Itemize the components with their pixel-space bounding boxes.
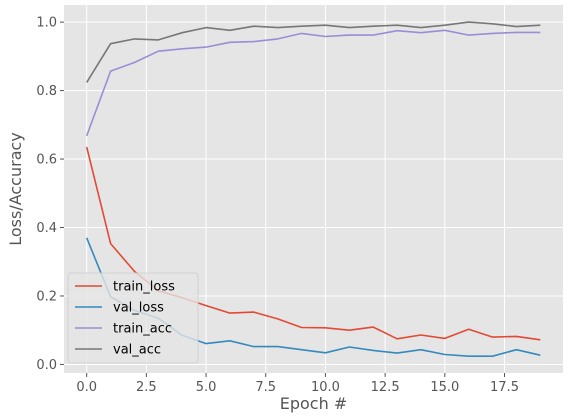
y-tick-label: 0.8 — [36, 84, 57, 99]
y-tick-label: 0.4 — [36, 221, 57, 236]
x-axis-label: Epoch # — [280, 394, 347, 413]
y-tick-label: 0.2 — [36, 289, 57, 304]
x-tick-label: 2.5 — [136, 380, 157, 395]
x-tick-label: 17.5 — [490, 380, 519, 395]
y-tick-label: 1.0 — [36, 16, 57, 31]
series-line-val-acc — [86, 21, 541, 83]
x-tick-label: 15.0 — [430, 380, 459, 395]
legend: train_loss val_loss train_acc val_acc — [67, 272, 199, 364]
legend-entry: val_loss — [113, 301, 164, 316]
legend-box — [67, 272, 199, 364]
y-tick-label: 0.0 — [36, 358, 57, 373]
x-axis-ticks: 0.0 2.5 5.0 7.5 10.0 12.5 15.0 17.5 — [76, 373, 519, 395]
legend-entry: train_loss — [113, 280, 175, 295]
legend-entry: val_acc — [113, 343, 161, 358]
x-tick-label: 5.0 — [196, 380, 217, 395]
x-tick-label: 10.0 — [311, 380, 340, 395]
grid-lines — [64, 5, 563, 373]
y-axis-ticks: 0.0 0.2 0.4 0.6 0.8 1.0 — [36, 16, 64, 373]
y-axis-label: Loss/Accuracy — [6, 132, 25, 246]
y-tick-label: 0.6 — [36, 153, 57, 168]
x-tick-label: 7.5 — [255, 380, 276, 395]
legend-entry: train_acc — [113, 322, 172, 337]
x-tick-label: 12.5 — [371, 380, 400, 395]
series-line-train-acc — [85, 29, 541, 137]
x-tick-label: 0.0 — [76, 380, 97, 395]
